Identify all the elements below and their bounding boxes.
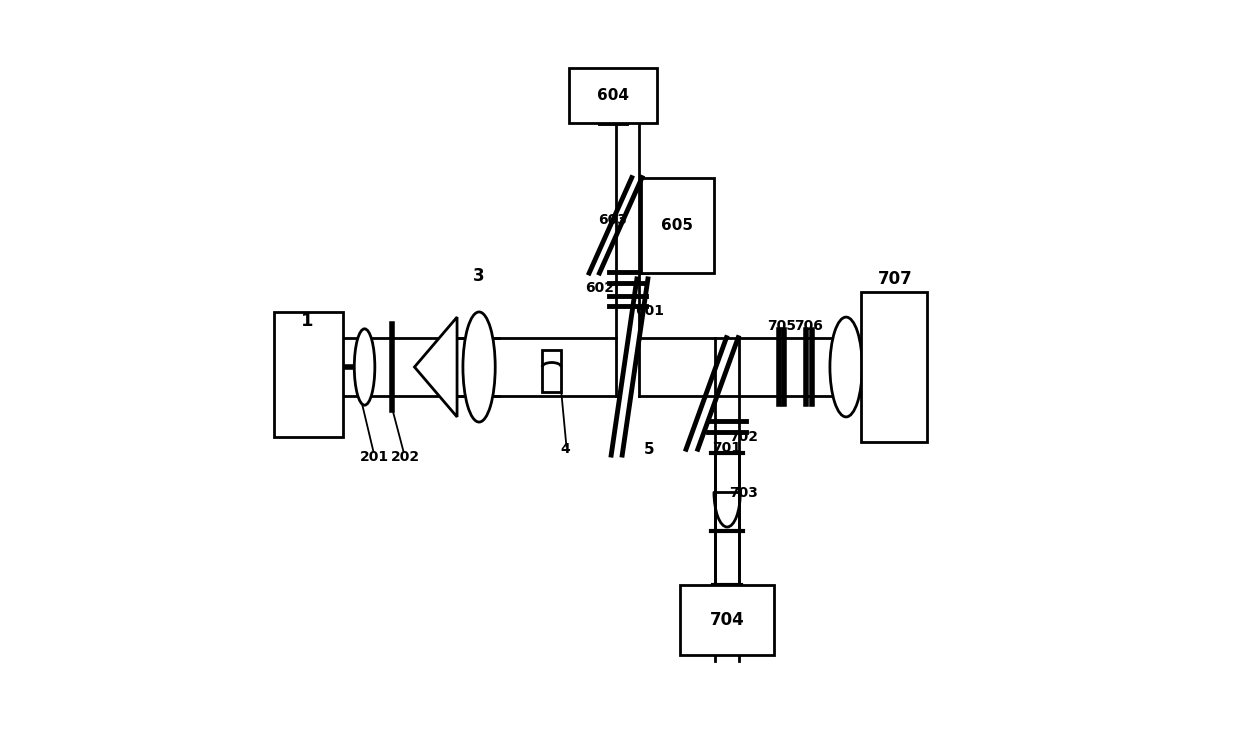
- Text: 605: 605: [661, 218, 693, 233]
- Text: 704: 704: [709, 611, 744, 629]
- Text: 705: 705: [768, 319, 796, 333]
- Text: 706: 706: [794, 319, 823, 333]
- Text: 1: 1: [301, 313, 314, 330]
- Text: 3: 3: [474, 267, 485, 285]
- Bar: [542, 349, 562, 392]
- Text: 702: 702: [729, 429, 758, 444]
- Ellipse shape: [463, 312, 495, 422]
- Text: 604: 604: [596, 88, 629, 103]
- Text: 5: 5: [644, 442, 655, 457]
- Text: 707: 707: [878, 270, 913, 288]
- Text: 603: 603: [598, 213, 627, 228]
- Text: 4: 4: [560, 442, 570, 457]
- Text: 602: 602: [585, 280, 614, 295]
- Bar: [274, 312, 343, 437]
- Text: 201: 201: [360, 449, 388, 464]
- Text: 703: 703: [729, 486, 758, 501]
- Bar: [569, 68, 657, 123]
- Bar: [681, 586, 774, 655]
- Ellipse shape: [830, 317, 862, 417]
- Polygon shape: [414, 317, 458, 417]
- Text: 202: 202: [391, 449, 419, 464]
- Text: 601: 601: [635, 304, 663, 319]
- Ellipse shape: [355, 329, 374, 405]
- Bar: [641, 178, 714, 273]
- Bar: [861, 292, 926, 442]
- Text: 701: 701: [712, 440, 742, 455]
